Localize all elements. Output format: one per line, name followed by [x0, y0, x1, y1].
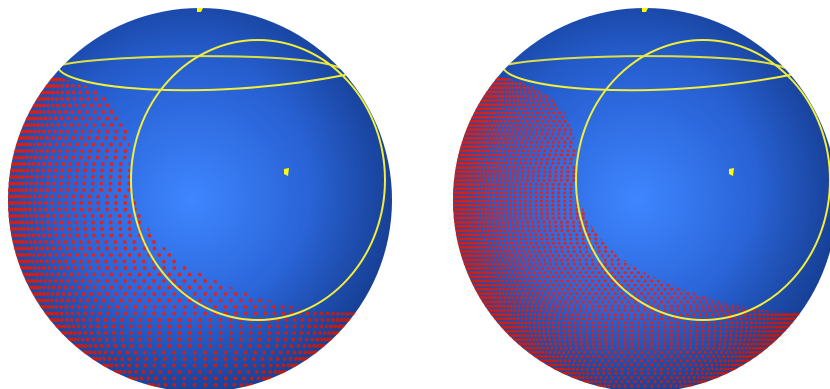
- right-latitude-circle-back: [502, 55, 786, 69]
- right-sphere: [453, 8, 830, 389]
- left-pole-marker: [197, 8, 203, 12]
- right-point-marker: [729, 168, 734, 176]
- left-latitude-circle-back: [57, 55, 341, 69]
- left-point-marker: [284, 168, 289, 176]
- right-sphere-shading: [453, 8, 830, 389]
- right-great-circle: [575, 39, 830, 321]
- right-pole-marker: [642, 8, 648, 12]
- left-sphere-shading: [8, 8, 392, 389]
- left-great-circle: [130, 39, 386, 321]
- left-sphere: [8, 8, 392, 389]
